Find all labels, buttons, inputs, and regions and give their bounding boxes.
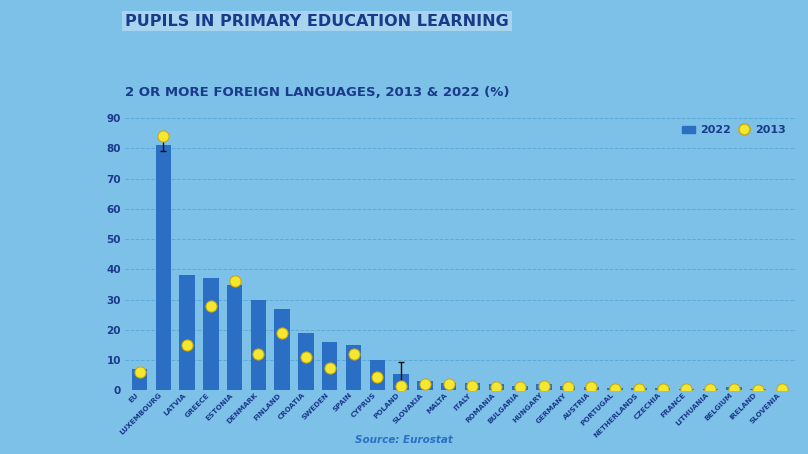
Bar: [441, 383, 457, 390]
Point: [466, 382, 479, 390]
Bar: [489, 385, 504, 390]
Point: [347, 350, 360, 358]
Bar: [608, 388, 623, 390]
Bar: [203, 278, 219, 390]
Point: [181, 341, 194, 349]
Bar: [275, 309, 290, 390]
Point: [228, 278, 241, 285]
Point: [157, 133, 170, 140]
Bar: [726, 387, 742, 390]
Bar: [227, 285, 242, 390]
Text: Source: Eurostat: Source: Eurostat: [355, 434, 453, 444]
Bar: [156, 145, 171, 390]
Point: [133, 369, 146, 376]
Bar: [560, 386, 575, 390]
Point: [656, 385, 669, 393]
Bar: [465, 383, 480, 390]
Bar: [417, 381, 432, 390]
Bar: [750, 389, 765, 390]
Bar: [250, 300, 266, 390]
Bar: [298, 333, 314, 390]
Bar: [583, 387, 599, 390]
Bar: [536, 385, 552, 390]
Point: [608, 385, 621, 393]
Point: [323, 364, 336, 371]
Point: [537, 382, 550, 390]
Text: 2 OR MORE FOREIGN LANGUAGES, 2013 & 2022 (%): 2 OR MORE FOREIGN LANGUAGES, 2013 & 2022…: [125, 86, 510, 99]
Bar: [179, 276, 195, 390]
Point: [561, 384, 574, 391]
Point: [490, 384, 503, 391]
Point: [727, 385, 740, 393]
Point: [371, 373, 384, 380]
Bar: [322, 342, 338, 390]
Bar: [631, 388, 646, 390]
Point: [585, 384, 598, 391]
Bar: [369, 360, 385, 390]
Bar: [655, 388, 671, 390]
Bar: [512, 386, 528, 390]
Bar: [393, 374, 409, 390]
Point: [514, 384, 527, 391]
Point: [751, 386, 764, 393]
Bar: [679, 389, 694, 390]
Point: [680, 385, 693, 393]
Point: [300, 354, 313, 361]
Point: [276, 329, 288, 336]
Bar: [346, 345, 361, 390]
Point: [775, 385, 788, 393]
Bar: [702, 389, 718, 390]
Bar: [132, 369, 147, 390]
Point: [252, 350, 265, 358]
Text: PUPILS IN PRIMARY EDUCATION LEARNING: PUPILS IN PRIMARY EDUCATION LEARNING: [125, 14, 509, 29]
Point: [633, 385, 646, 393]
Point: [419, 381, 431, 388]
Legend: 2022, 2013: 2022, 2013: [678, 121, 790, 140]
Point: [204, 302, 217, 309]
Point: [394, 382, 407, 390]
Point: [704, 385, 717, 393]
Point: [442, 381, 455, 388]
